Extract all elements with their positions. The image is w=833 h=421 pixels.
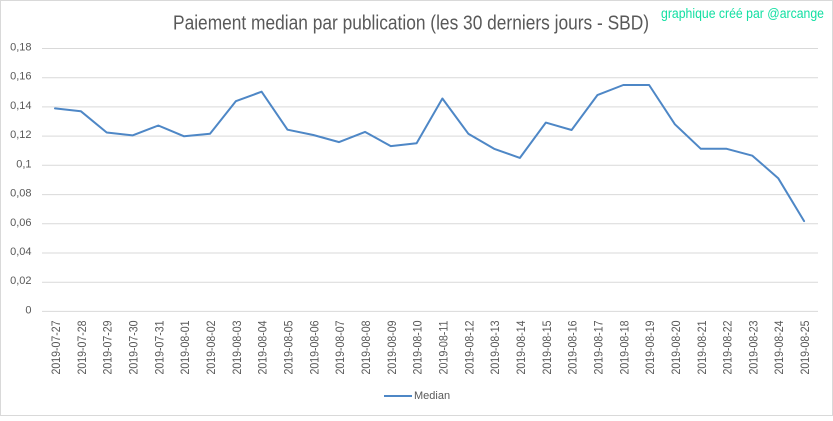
svg-text:2019-08-24: 2019-08-24: [772, 320, 786, 374]
svg-text:0,06: 0,06: [10, 217, 31, 229]
svg-text:graphique créé par @arcange: graphique créé par @arcange: [661, 6, 824, 21]
svg-text:2019-08-05: 2019-08-05: [282, 320, 296, 374]
svg-text:2019-08-08: 2019-08-08: [359, 320, 373, 374]
svg-text:2019-08-25: 2019-08-25: [798, 320, 812, 374]
svg-text:2019-08-20: 2019-08-20: [669, 320, 683, 374]
svg-text:2019-07-28: 2019-07-28: [75, 320, 89, 374]
svg-text:2019-08-02: 2019-08-02: [204, 320, 218, 374]
svg-text:2019-08-07: 2019-08-07: [333, 320, 347, 374]
svg-text:2019-07-31: 2019-07-31: [152, 320, 166, 374]
svg-text:2019-08-17: 2019-08-17: [591, 320, 605, 374]
svg-text:2019-07-30: 2019-07-30: [127, 320, 141, 374]
svg-text:2019-08-03: 2019-08-03: [230, 320, 244, 374]
svg-text:0,12: 0,12: [10, 129, 31, 141]
svg-text:0,14: 0,14: [10, 100, 31, 112]
svg-text:0,02: 0,02: [10, 275, 31, 287]
svg-text:2019-08-09: 2019-08-09: [385, 320, 399, 374]
svg-text:2019-08-18: 2019-08-18: [617, 320, 631, 374]
svg-text:0: 0: [25, 304, 31, 316]
svg-text:2019-08-10: 2019-08-10: [411, 320, 425, 374]
svg-text:Paiement median par publicatio: Paiement median par publication (les 30 …: [173, 13, 649, 35]
svg-text:2019-08-19: 2019-08-19: [643, 320, 657, 374]
svg-text:0,18: 0,18: [10, 42, 31, 54]
svg-text:0,04: 0,04: [10, 246, 31, 258]
svg-text:2019-08-22: 2019-08-22: [721, 320, 735, 374]
svg-text:2019-08-12: 2019-08-12: [462, 320, 476, 374]
svg-text:2019-07-27: 2019-07-27: [49, 320, 63, 374]
svg-text:0,16: 0,16: [10, 71, 31, 83]
svg-text:2019-08-13: 2019-08-13: [488, 320, 502, 374]
svg-text:2019-08-01: 2019-08-01: [178, 320, 192, 374]
svg-text:2019-08-21: 2019-08-21: [695, 320, 709, 374]
svg-text:2019-08-11: 2019-08-11: [436, 320, 450, 374]
svg-text:2019-08-06: 2019-08-06: [307, 320, 321, 374]
svg-text:Median: Median: [414, 390, 450, 402]
svg-text:2019-08-23: 2019-08-23: [746, 320, 760, 374]
svg-text:2019-08-04: 2019-08-04: [256, 320, 270, 374]
svg-text:0,08: 0,08: [10, 188, 31, 200]
svg-text:2019-08-16: 2019-08-16: [566, 320, 580, 374]
svg-text:2019-08-14: 2019-08-14: [514, 320, 528, 374]
svg-text:2019-07-29: 2019-07-29: [101, 320, 115, 374]
svg-text:0,1: 0,1: [16, 158, 31, 170]
svg-text:2019-08-15: 2019-08-15: [540, 320, 554, 374]
